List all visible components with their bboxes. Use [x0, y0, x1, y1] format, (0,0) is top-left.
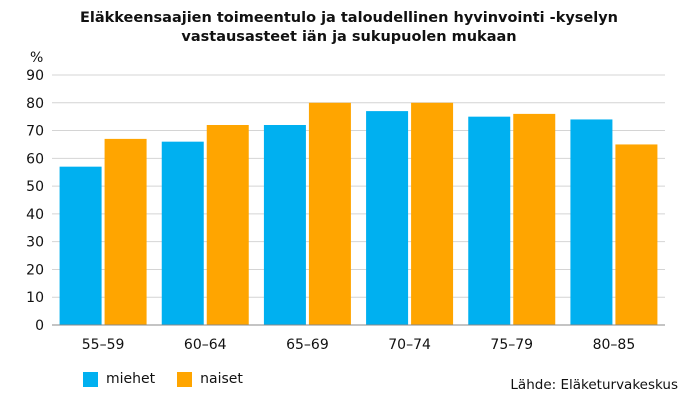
legend-label-naiset: naiset [200, 371, 243, 387]
legend-label-miehet: miehet [106, 371, 156, 387]
y-tick-label: 70 [26, 124, 44, 140]
chart-title-line-1: Eläkkeensaajien toimeentulo ja taloudell… [79, 10, 618, 26]
x-tick-label: 55–59 [82, 337, 125, 353]
bar-miehet-55–59 [59, 166, 102, 325]
y-axis-label: % [30, 50, 44, 66]
y-tick-label: 10 [26, 290, 44, 306]
x-tick-label: 70–74 [388, 337, 431, 353]
x-tick-label: 60–64 [184, 337, 227, 353]
x-tick-label: 80–85 [593, 337, 636, 353]
bar-miehet-75–79 [468, 116, 511, 326]
source-note: Lähde: Eläketurvakeskus [510, 377, 678, 393]
chart-title-line-2: vastausasteet iän ja sukupuolen mukaan [181, 29, 517, 45]
bar-naiset-60–64 [206, 125, 249, 325]
legend-swatch-miehet [83, 371, 98, 387]
legend-item-naiset: naiset [177, 371, 243, 387]
bar-naiset-80–85 [615, 144, 658, 325]
y-tick-label: 40 [26, 207, 44, 223]
bar-miehet-65–69 [263, 125, 306, 325]
bar-naiset-75–79 [513, 113, 556, 325]
y-tick-label: 90 [26, 68, 44, 84]
y-tick-label: 80 [26, 96, 44, 112]
bar-naiset-65–69 [308, 102, 351, 326]
bar-naiset-55–59 [104, 138, 147, 325]
bar-miehet-60–64 [161, 141, 204, 325]
bar-naiset-70–74 [411, 102, 454, 326]
y-tick-label: 30 [26, 235, 44, 251]
y-tick-label: 50 [26, 179, 44, 195]
chart-title: Eläkkeensaajien toimeentulo ja taloudell… [40, 9, 658, 47]
y-tick-label: 0 [35, 318, 44, 334]
x-tick-label: 65–69 [286, 337, 329, 353]
bar-miehet-70–74 [366, 111, 409, 325]
legend-swatch-naiset [177, 371, 193, 387]
legend-item-miehet: miehet [83, 371, 155, 387]
bar-miehet-80–85 [570, 119, 613, 325]
y-tick-label: 60 [26, 151, 44, 167]
y-tick-label: 20 [26, 262, 44, 278]
x-tick-label: 75–79 [490, 337, 533, 353]
legend: miehet naiset [83, 371, 265, 387]
